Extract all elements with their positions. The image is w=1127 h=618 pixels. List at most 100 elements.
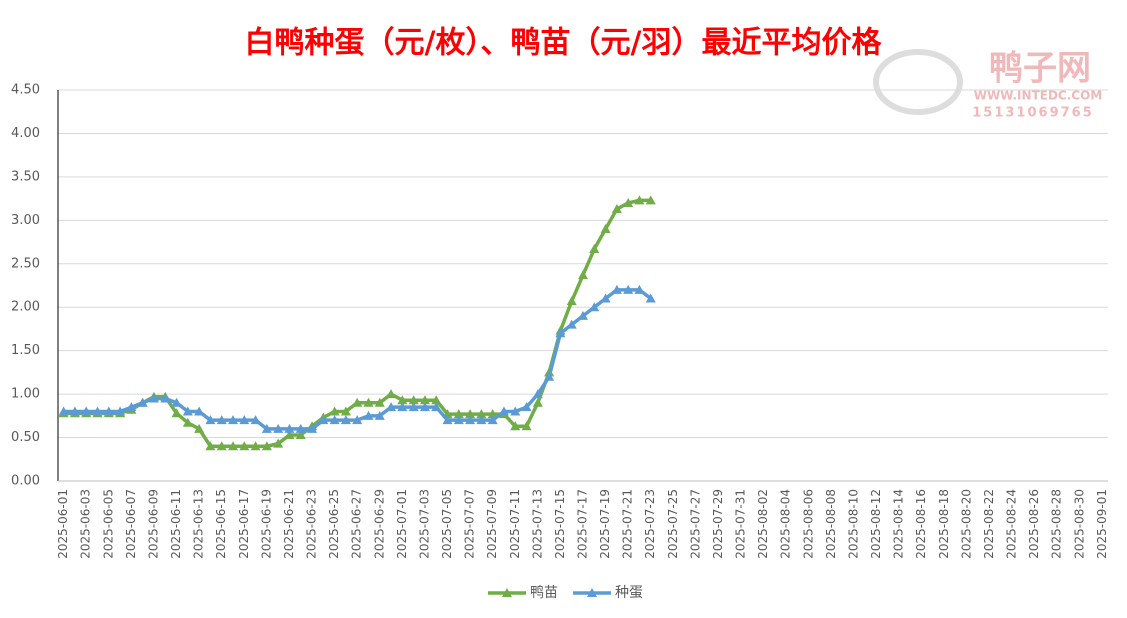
x-tick-label: 2025-07-09 <box>485 489 499 559</box>
point-marker <box>431 395 442 405</box>
point-marker <box>171 408 182 418</box>
series-line <box>63 198 651 448</box>
point-marker <box>600 293 611 303</box>
x-tick-label: 2025-06-17 <box>237 489 251 559</box>
x-tick-label: 2025-07-25 <box>666 489 680 559</box>
y-tick-label: 3.00 <box>11 213 40 228</box>
x-tick-label: 2025-06-07 <box>124 489 138 559</box>
point-marker <box>295 429 306 439</box>
point-marker <box>92 406 103 416</box>
x-tick-label: 2025-08-10 <box>846 489 860 559</box>
point-marker <box>103 406 114 416</box>
x-tick-label: 2025-06-21 <box>282 489 296 559</box>
x-tick-label: 2025-07-03 <box>417 489 431 559</box>
series-line <box>63 288 652 431</box>
x-tick-label: 2025-06-27 <box>350 489 364 559</box>
point-marker <box>510 406 521 416</box>
point-marker <box>611 284 622 294</box>
x-tick-label: 2025-08-02 <box>756 489 770 559</box>
point-marker <box>578 310 588 320</box>
y-tick-label: 1.00 <box>11 387 40 402</box>
point-marker <box>250 415 261 425</box>
point-marker <box>182 417 193 427</box>
x-tick-label: 2025-06-13 <box>192 489 206 559</box>
x-tick-label: 2025-07-23 <box>643 489 657 559</box>
watermark: 鸭子网 WWW.INTEDC.COM 15131069765 <box>873 49 1102 121</box>
point-marker <box>228 441 238 451</box>
x-tick-label: 2025-08-22 <box>982 489 996 559</box>
point-marker <box>160 393 171 403</box>
point-marker <box>115 406 126 416</box>
point-marker <box>194 406 205 416</box>
x-tick-label: 2025-08-28 <box>1050 489 1064 559</box>
point-marker <box>58 406 69 416</box>
x-tick-label: 2025-06-05 <box>101 489 115 559</box>
x-tick-label: 2025-06-01 <box>56 489 70 559</box>
point-marker <box>239 441 250 451</box>
point-marker <box>284 429 295 439</box>
x-tick-label: 2025-07-17 <box>576 489 590 559</box>
x-tick-label: 2025-08-12 <box>869 489 883 559</box>
x-tick-label: 2025-06-09 <box>146 489 160 559</box>
x-tick-label: 2025-09-01 <box>1095 489 1109 559</box>
point-marker <box>182 406 193 416</box>
point-marker <box>476 415 487 425</box>
point-marker <box>239 415 250 425</box>
point-marker <box>329 415 340 425</box>
point-marker <box>318 415 329 425</box>
point-marker <box>397 395 408 405</box>
point-marker <box>442 415 453 425</box>
point-marker <box>476 409 487 419</box>
point-marker <box>566 319 577 329</box>
point-marker <box>453 409 464 419</box>
x-tick-label: 2025-07-31 <box>734 489 748 559</box>
x-tick-label: 2025-06-25 <box>327 489 341 559</box>
point-marker <box>578 270 588 280</box>
x-tick-label: 2025-06-29 <box>372 489 386 559</box>
y-tick-label: 0.00 <box>11 474 40 489</box>
x-tick-label: 2025-08-14 <box>892 489 906 559</box>
x-tick-label: 2025-07-27 <box>688 489 702 559</box>
point-marker <box>216 415 227 425</box>
point-marker <box>465 409 476 419</box>
point-marker <box>261 423 272 433</box>
watermark-url: WWW.INTEDC.COM <box>974 89 1102 103</box>
x-tick-label: 2025-08-06 <box>801 489 815 559</box>
point-marker <box>465 415 476 425</box>
point-marker <box>510 421 521 431</box>
point-marker <box>194 423 205 433</box>
x-tick-label: 2025-06-19 <box>259 489 273 559</box>
point-marker <box>634 284 645 294</box>
x-tick-label: 2025-07-19 <box>598 489 612 559</box>
point-marker <box>307 423 318 433</box>
point-marker <box>352 415 363 425</box>
point-marker <box>645 195 656 205</box>
y-tick-label: 4.00 <box>11 126 40 141</box>
point-marker <box>532 397 543 407</box>
point-marker <box>589 302 600 312</box>
point-marker <box>623 197 634 207</box>
point-marker <box>261 441 272 451</box>
point-marker <box>363 410 374 420</box>
y-tick-label: 1.50 <box>11 343 40 358</box>
point-marker <box>397 402 408 412</box>
point-marker <box>386 402 397 412</box>
point-marker <box>544 371 555 381</box>
y-tick-label: 2.50 <box>11 256 40 271</box>
x-tick-label: 2025-08-20 <box>959 489 973 559</box>
x-tick-label: 2025-06-23 <box>305 489 319 559</box>
point-marker <box>363 397 374 407</box>
x-tick-label: 2025-07-29 <box>711 489 725 559</box>
legend-marker <box>502 588 512 597</box>
point-marker <box>250 441 261 451</box>
point-marker <box>634 195 645 205</box>
point-marker <box>589 244 600 254</box>
legend-marker <box>587 588 597 597</box>
point-marker <box>532 389 543 399</box>
point-marker <box>419 395 430 405</box>
legend-label: 种蛋 <box>615 585 643 601</box>
point-marker <box>340 415 351 425</box>
point-marker <box>284 423 295 433</box>
point-marker <box>453 415 464 425</box>
